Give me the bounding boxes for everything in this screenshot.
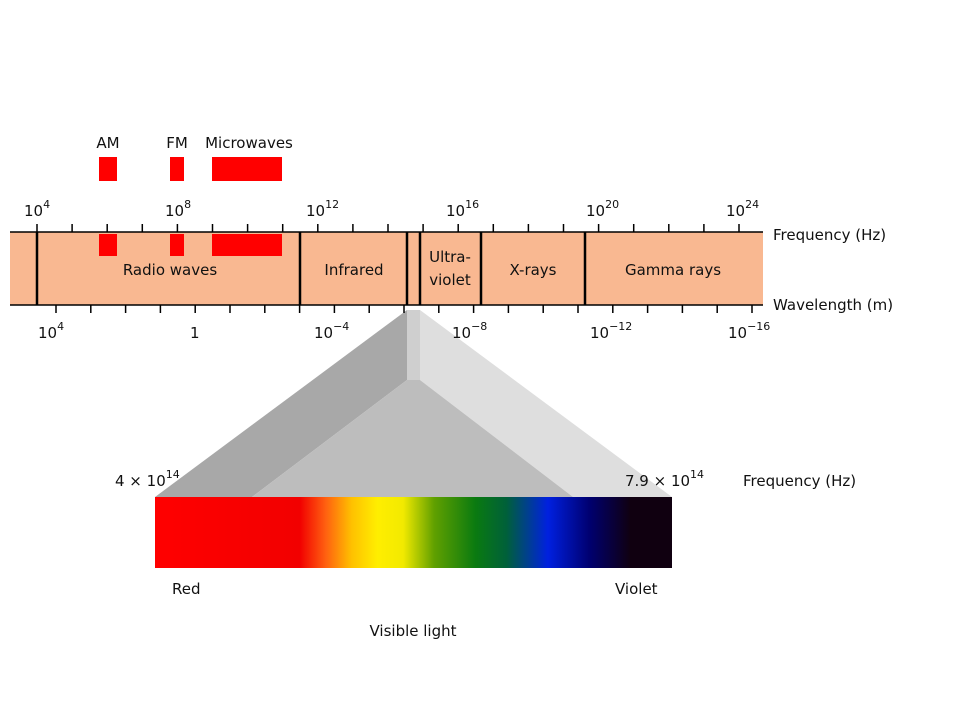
power-label: 1012 [306, 198, 339, 220]
power-label: 4 × 1014 [115, 468, 180, 490]
power-label: 1 [190, 324, 200, 342]
base: 10 [452, 324, 471, 342]
wedge-left [155, 310, 407, 497]
region-label: Gamma rays [625, 261, 721, 279]
power-label: 104 [24, 198, 50, 220]
base: 10 [314, 324, 333, 342]
frequency-axis-label: Frequency (Hz) [773, 226, 886, 244]
wavelength-axis-label: Wavelength (m) [773, 296, 893, 314]
power-label: 10−12 [590, 320, 632, 342]
exponent: 12 [325, 198, 339, 211]
region-label: X-rays [510, 261, 557, 279]
base: 10 [446, 202, 465, 220]
base: 10 [586, 202, 605, 220]
visible-title: Visible light [369, 622, 456, 640]
exponent: −4 [333, 320, 349, 333]
wedge-strip [407, 310, 420, 380]
exponent: 4 [43, 198, 50, 211]
exponent: 16 [465, 198, 479, 211]
base: 10 [726, 202, 745, 220]
power-label: 1016 [446, 198, 479, 220]
exponent: 14 [166, 468, 180, 481]
visible-frequency-label: Frequency (Hz) [743, 472, 856, 490]
wedge-right [420, 310, 672, 497]
region-label: violet [429, 271, 471, 289]
base: 4 × 10 [115, 472, 166, 490]
base: 10 [306, 202, 325, 220]
region-label: Ultra- [429, 248, 471, 266]
base: 7.9 × 10 [625, 472, 690, 490]
wedge-middle [252, 380, 573, 497]
base: 10 [728, 324, 747, 342]
red-label: Red [172, 580, 201, 598]
exponent: 4 [57, 320, 64, 333]
base: 1 [190, 324, 200, 342]
exponent: −8 [471, 320, 487, 333]
power-label: 7.9 × 1014 [625, 468, 704, 490]
exponent: 20 [605, 198, 619, 211]
band-markers [99, 157, 282, 256]
region-label: Infrared [324, 261, 383, 279]
power-label: 10−16 [728, 320, 770, 342]
base: 10 [590, 324, 609, 342]
base: 10 [165, 202, 184, 220]
spectrum-band [10, 232, 763, 305]
violet-label: Violet [615, 580, 658, 598]
power-label: 10−4 [314, 320, 349, 342]
base: 10 [38, 324, 57, 342]
exponent: 24 [745, 198, 759, 211]
fm-label: FM [166, 134, 188, 152]
power-label: 10−8 [452, 320, 487, 342]
exponent: 14 [690, 468, 704, 481]
power-label: 108 [165, 198, 191, 220]
exponent: 8 [184, 198, 191, 211]
visible-bar [155, 497, 672, 568]
exponent: −12 [609, 320, 632, 333]
power-label: 1020 [586, 198, 619, 220]
region-label: Radio waves [123, 261, 217, 279]
am-label: AM [96, 134, 119, 152]
power-label: 1024 [726, 198, 759, 220]
exponent: −16 [747, 320, 770, 333]
microwaves-label: Microwaves [205, 134, 293, 152]
base: 10 [24, 202, 43, 220]
region-dividers [35, 232, 587, 305]
power-label: 104 [38, 320, 64, 342]
